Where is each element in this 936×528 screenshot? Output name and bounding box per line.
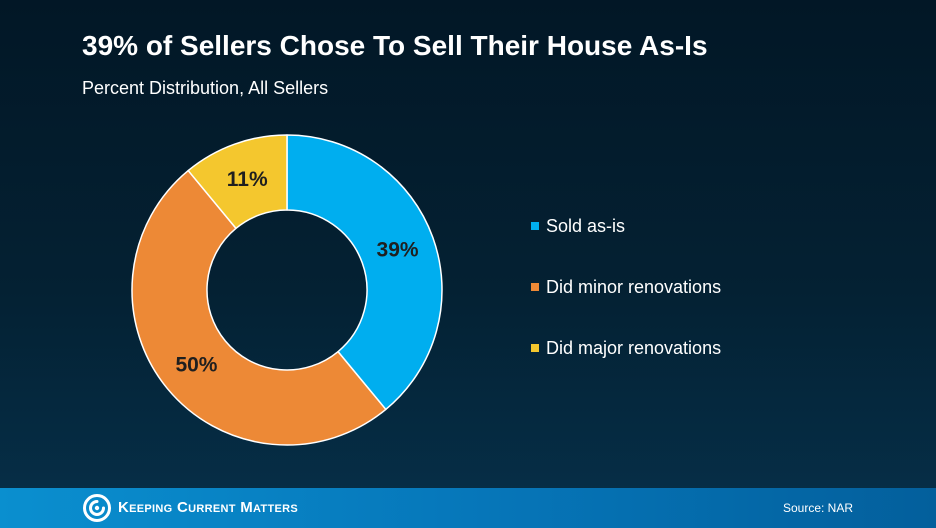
brand-name: Keeping Current Matters (118, 499, 298, 516)
chart-title: 39% of Sellers Chose To Sell Their House… (82, 30, 708, 61)
slice-label-0: 39% (377, 239, 419, 262)
donut-slice-0 (286, 134, 443, 411)
legend-label: Did major renovations (546, 338, 722, 358)
donut-slice-1 (131, 169, 387, 446)
legend-swatch (531, 283, 539, 291)
legend-swatch (531, 344, 539, 352)
legend-label: Sold as-is (546, 216, 626, 236)
legend-label: Did minor renovations (546, 277, 722, 297)
donut-chart: 39% 50% 11% (131, 134, 443, 446)
footer-bar: Keeping Current Matters Source: NAR (0, 488, 936, 528)
slice-label-1: 50% (175, 353, 217, 376)
legend-swatch (531, 222, 539, 230)
kcm-swirl-icon (83, 494, 111, 522)
chart-subtitle: Percent Distribution, All Sellers (82, 78, 329, 98)
slice-label-2: 11% (227, 168, 268, 191)
donut-slice-2 (187, 134, 288, 230)
source-note: Source: NAR (782, 501, 853, 515)
